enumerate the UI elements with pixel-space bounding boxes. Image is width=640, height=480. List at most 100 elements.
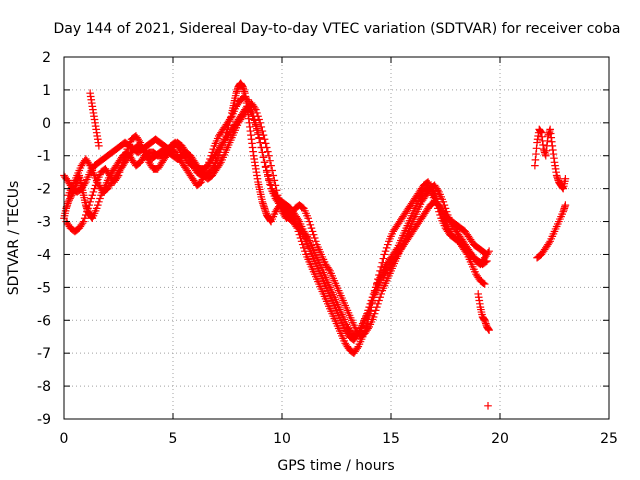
y-axis-label: SDTVAR / TECUs (6, 181, 22, 296)
data-point (369, 313, 378, 321)
data-point (272, 186, 281, 195)
data-point (274, 195, 283, 204)
y-tick-label: -2 (37, 182, 51, 198)
data-point (264, 170, 272, 179)
data-point (379, 254, 388, 263)
data-point (93, 201, 102, 209)
y-tick-label: -5 (37, 280, 51, 296)
data-point (260, 158, 269, 167)
data-point (368, 296, 377, 305)
data-point (88, 191, 97, 200)
data-point (483, 257, 491, 265)
data-point (377, 290, 385, 298)
data-point (380, 250, 389, 259)
y-tick-labels: -9 -8 -7 -6 -5 -4 -3 -2 -1 0 1 2 (37, 50, 51, 428)
data-point (484, 402, 492, 410)
data-point (95, 198, 103, 206)
data-point (89, 188, 98, 196)
data-point (309, 230, 318, 239)
y-tick-label: -3 (37, 215, 51, 231)
data-point (439, 198, 448, 206)
data-point (308, 227, 317, 236)
data-point (266, 156, 274, 165)
data-point (261, 139, 270, 148)
data-point (269, 171, 278, 180)
data-point (265, 151, 273, 160)
data-point (82, 211, 90, 219)
data-point (300, 244, 308, 252)
data-point (485, 326, 493, 334)
data-point (373, 303, 381, 311)
data-point (83, 207, 91, 216)
data-point (479, 279, 488, 288)
data-point (307, 224, 316, 232)
data-point (270, 176, 279, 185)
data-point (311, 237, 320, 246)
data-point (268, 184, 276, 193)
data-point (90, 184, 99, 193)
data-point (258, 127, 267, 135)
data-point (440, 201, 449, 209)
data-point (264, 147, 272, 156)
data-point (482, 258, 490, 266)
data-point (255, 134, 263, 143)
data-point (276, 199, 284, 208)
data-point (441, 204, 450, 213)
data-point (367, 300, 376, 308)
y-tick-label: -4 (37, 247, 51, 263)
data-point (265, 174, 273, 183)
data-point (483, 250, 491, 259)
data-point (277, 203, 285, 212)
x-tick-label: 10 (273, 431, 291, 447)
data-point (480, 280, 489, 288)
data-point (252, 122, 260, 130)
y-tick-label: -7 (37, 346, 51, 362)
data-point (256, 119, 264, 127)
data-point (252, 105, 260, 114)
data-point (375, 296, 383, 305)
data-point (84, 204, 92, 213)
data-point (271, 181, 280, 190)
data-point (304, 214, 312, 223)
data-point (365, 306, 373, 315)
data-point (267, 161, 275, 170)
data-point (87, 194, 96, 203)
data-point (96, 194, 104, 203)
data-point (268, 166, 276, 175)
data-point (85, 201, 93, 209)
data-point (254, 130, 262, 139)
data-point (255, 115, 263, 124)
y-tick-label: 2 (42, 50, 51, 66)
data-point (260, 135, 269, 144)
data-point (561, 174, 570, 183)
data-point (371, 306, 380, 315)
plot-frame (63, 56, 610, 420)
data-point (382, 244, 391, 252)
data-point (366, 303, 375, 311)
data-point (256, 138, 264, 147)
grid (64, 57, 609, 419)
data-point (273, 191, 282, 200)
data-point (79, 217, 88, 226)
x-tick-label: 25 (600, 431, 618, 447)
data-point (310, 234, 319, 242)
x-tick-label: 15 (382, 431, 400, 447)
data-points (60, 79, 570, 410)
x-tick-label: 20 (491, 431, 509, 447)
y-tick-label: -1 (37, 149, 51, 165)
data-point (253, 109, 261, 117)
data-point (376, 293, 384, 302)
data-point (254, 112, 262, 121)
x-tick-label: 0 (60, 431, 69, 447)
data-point (257, 123, 266, 131)
data-point (80, 214, 89, 223)
data-point (482, 249, 490, 258)
y-tick-label: -9 (37, 412, 51, 428)
data-point (259, 153, 268, 162)
data-point (261, 162, 270, 171)
data-point (95, 142, 103, 150)
x-tick-labels: 0 5 10 15 20 25 (60, 431, 618, 447)
y-tick-label: -8 (37, 379, 51, 395)
data-point (253, 126, 261, 135)
